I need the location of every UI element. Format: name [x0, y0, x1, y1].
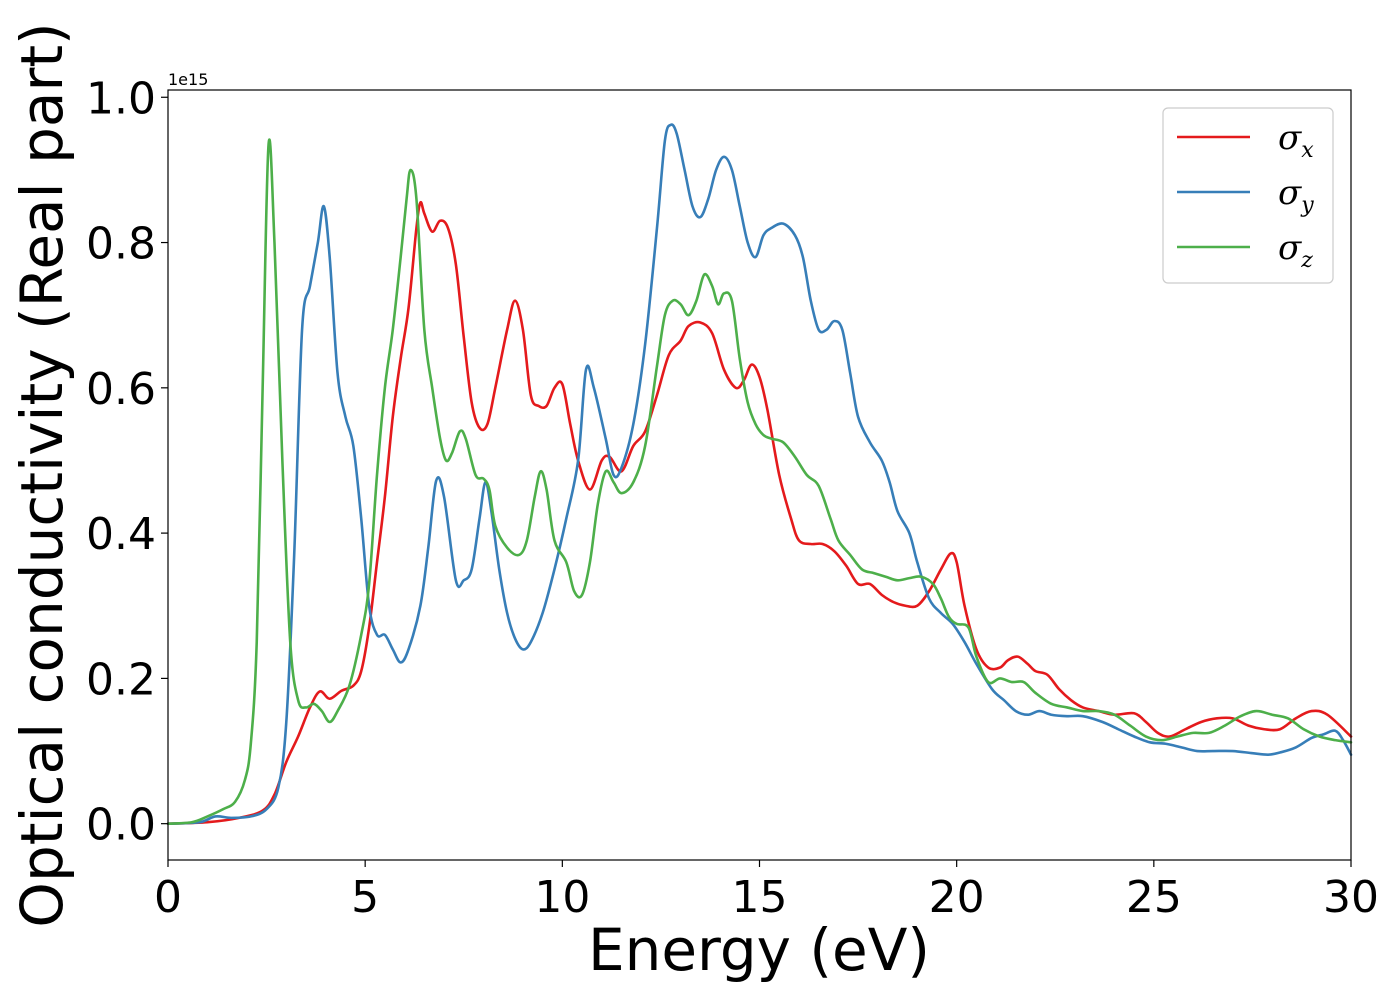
y-tick-label: 1.0 [86, 73, 156, 124]
x-tick-label: 20 [929, 872, 985, 923]
y-axis-ticks: 0.0 0.2 0.4 0.6 0.8 1.0 [86, 73, 168, 851]
series-layer [166, 123, 1353, 825]
y-axis-offset-label: 1e15 [168, 70, 208, 89]
x-axis-label: Energy (eV) [588, 916, 930, 984]
y-tick-label: 0.4 [86, 509, 156, 560]
legend-frame [1162, 107, 1334, 284]
x-tick-label: 10 [534, 872, 590, 923]
x-tick-label: 0 [154, 872, 182, 923]
series-line-sigma-x [166, 200, 1353, 825]
x-tick-label: 15 [732, 872, 788, 923]
x-axis-ticks: 0 5 10 15 20 25 30 [154, 860, 1379, 923]
y-tick-label: 0.8 [86, 219, 156, 270]
y-tick-label: 0.6 [86, 364, 156, 415]
series-line-sigma-z [166, 138, 1353, 825]
y-axis-label: Optical conductivity (Real part) [8, 22, 76, 927]
y-tick-label: 0.0 [86, 800, 156, 851]
x-tick-label: 30 [1323, 872, 1379, 923]
series-line-sigma-y [166, 123, 1353, 825]
x-tick-label: 5 [351, 872, 379, 923]
x-tick-label: 25 [1126, 872, 1182, 923]
y-tick-label: 0.2 [86, 654, 156, 705]
